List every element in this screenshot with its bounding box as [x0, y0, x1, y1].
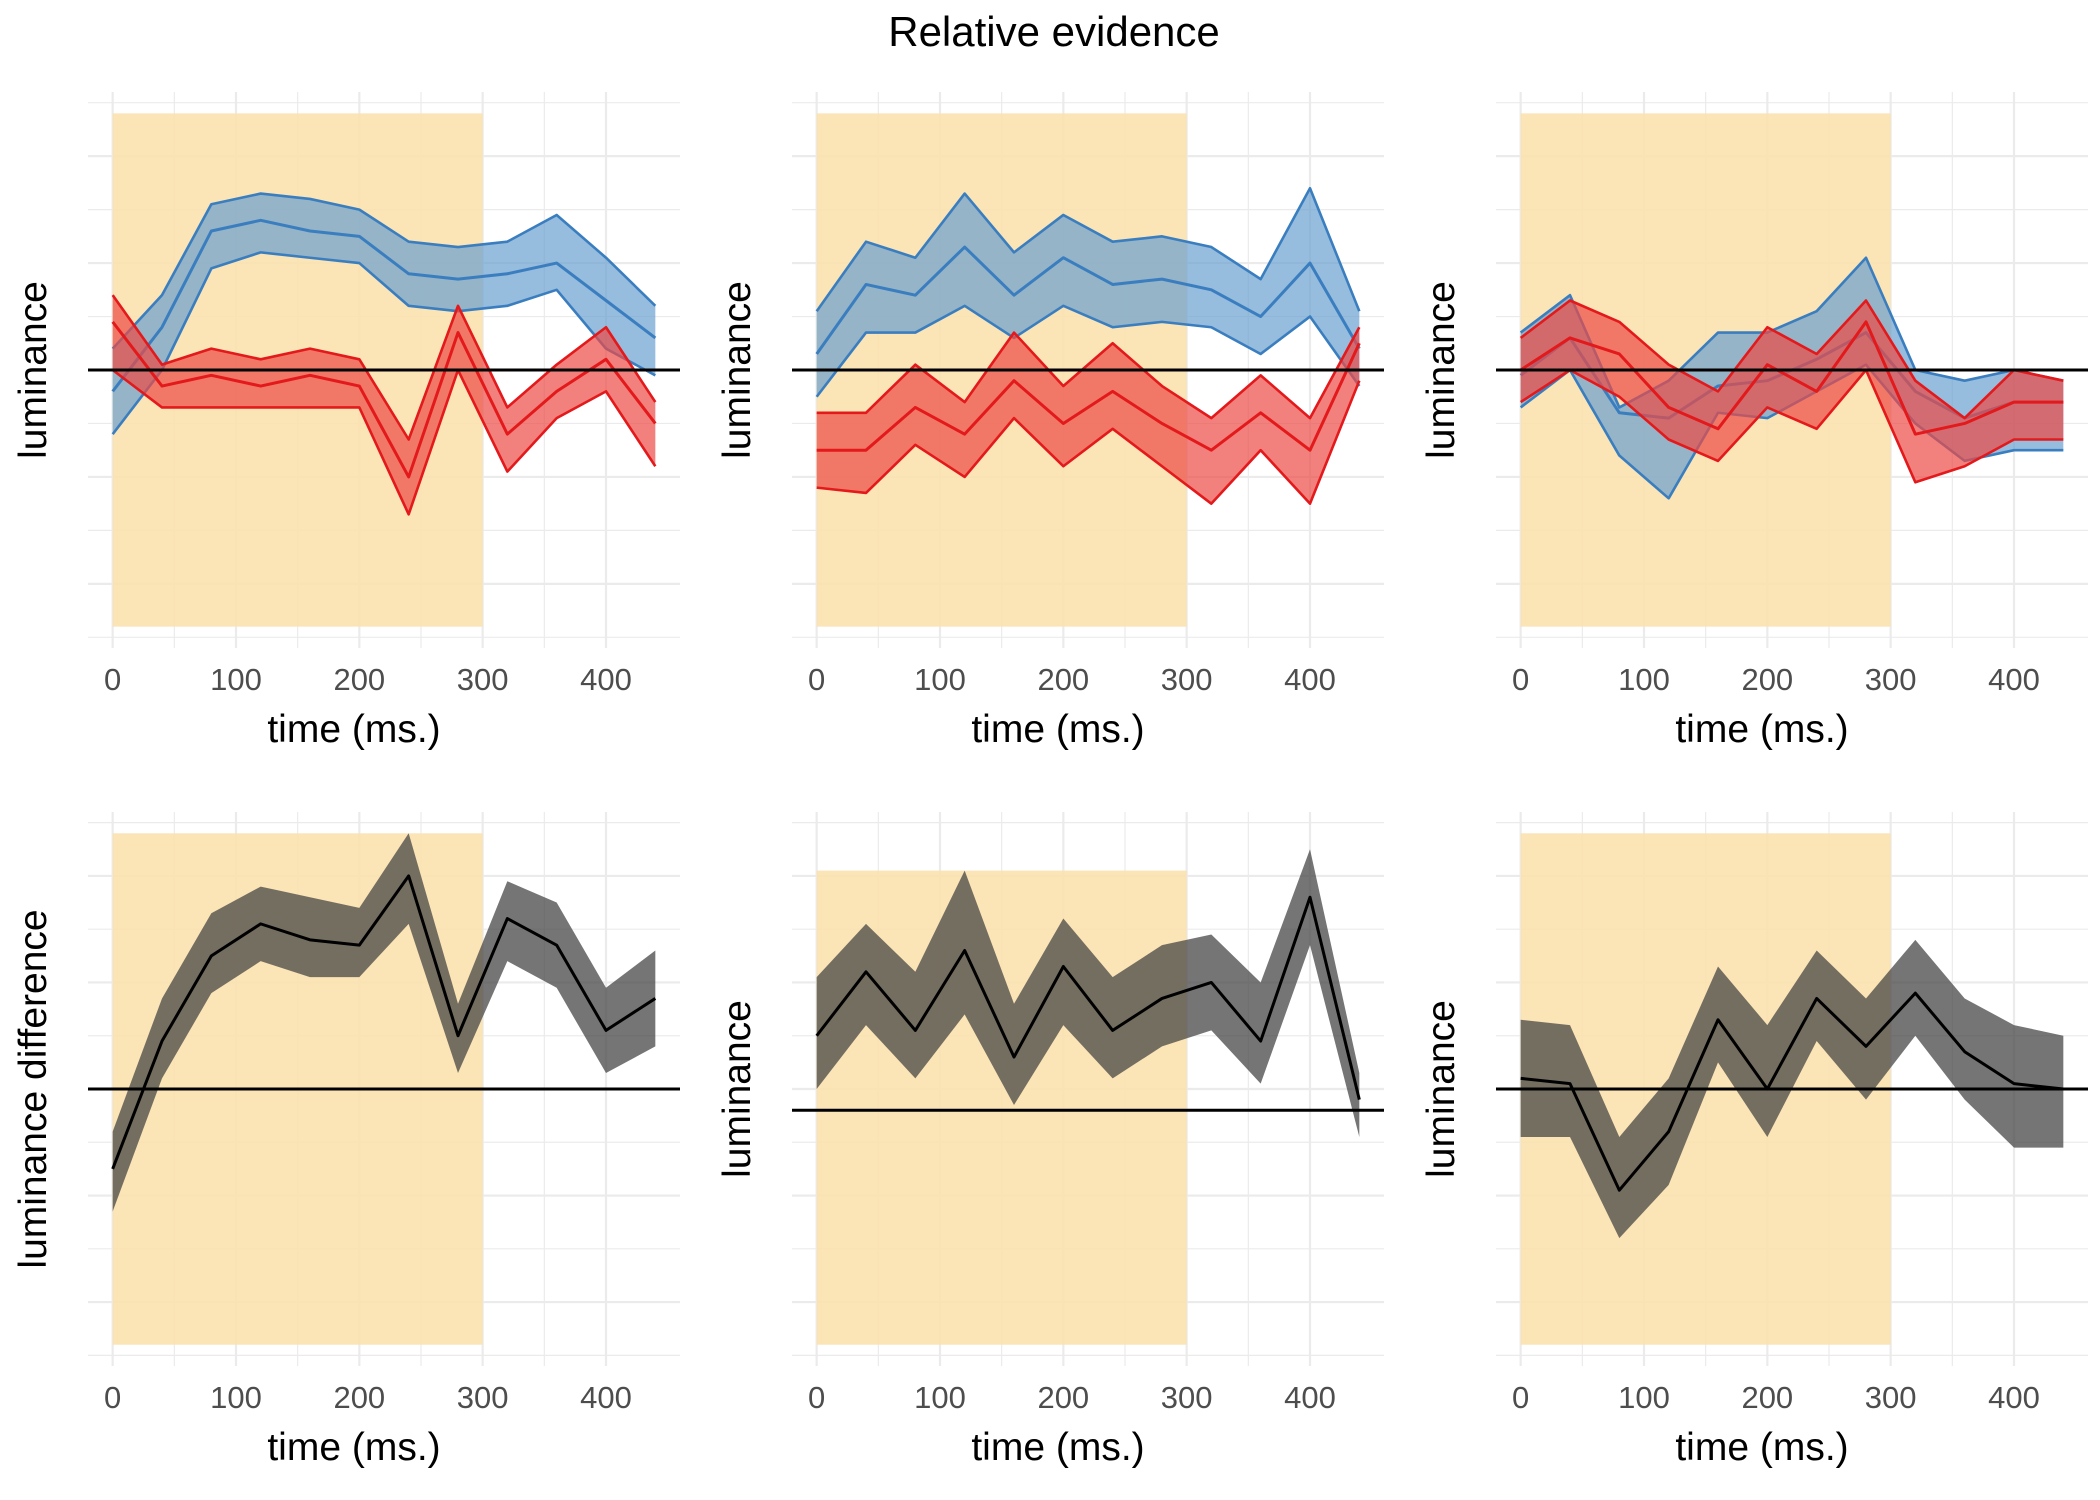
ribbon-upper-red — [1519, 299, 2064, 420]
x-tick-label: 300 — [1161, 1380, 1213, 1415]
x-tick-label: 100 — [1618, 1380, 1670, 1415]
x-tick-label: 200 — [1741, 662, 1793, 697]
x-axis-title: time (ms.) — [971, 1426, 1144, 1469]
x-tick-label: 0 — [808, 1380, 825, 1415]
x-tick-label: 100 — [914, 1380, 966, 1415]
panel-top-middle: 0 100 200 300 400 time (ms.) luminance — [716, 92, 1384, 751]
x-tick-label: 100 — [914, 662, 966, 697]
ribbon-red — [1520, 300, 2064, 483]
x-tick-label: 400 — [580, 662, 632, 697]
x-axis-title: time (ms.) — [267, 708, 440, 751]
x-tick-label: 300 — [457, 662, 509, 697]
x-tick-label: 200 — [1037, 662, 1089, 697]
x-axis-title: time (ms.) — [267, 1426, 440, 1469]
ribbon-lower-blue — [111, 251, 656, 435]
x-axis-title: time (ms.) — [1675, 1426, 1848, 1469]
ribbon-red — [112, 295, 656, 515]
x-tick-label: 200 — [333, 1380, 385, 1415]
panel-bottom-middle: 0 100 200 300 400 time (ms.) luminance — [716, 812, 1384, 1469]
mean-line-red — [1519, 320, 2064, 436]
ribbon-lower-red — [816, 380, 1361, 505]
ribbon-upper-red — [816, 326, 1361, 420]
x-tick-label: 0 — [1512, 1380, 1529, 1415]
figure-title: Relative evidence — [888, 8, 1220, 55]
x-tick-label: 0 — [808, 662, 825, 697]
panel-top-right: 0 100 200 300 400 time (ms.) luminance — [1420, 92, 2088, 751]
series-red — [111, 294, 657, 516]
panel-bottom-left: 0 100 200 300 400 time (ms.) luminance differe… — [12, 812, 680, 1469]
mean-line-black — [815, 895, 1361, 1101]
ribbon-black — [816, 849, 1360, 1137]
x-tick-label: 200 — [1037, 1380, 1089, 1415]
x-tick-label: 400 — [1284, 662, 1336, 697]
x-tick-label: 300 — [1865, 662, 1917, 697]
panels: 0 100 200 300 400 time (ms.) luminance 0 100 200 3… — [12, 92, 2088, 1469]
x-tick-label: 400 — [1284, 1380, 1336, 1415]
ribbon-lower-red — [1519, 368, 2064, 484]
panel-top-left: 0 100 200 300 400 time (ms.) luminance — [12, 92, 680, 751]
series-black — [815, 849, 1361, 1137]
ribbon-upper-blue — [111, 192, 657, 350]
panel-bottom-right: 0 100 200 300 400 time (ms.) luminance — [1420, 812, 2088, 1469]
x-tick-label: 0 — [1512, 662, 1529, 697]
x-tick-label: 100 — [210, 662, 262, 697]
x-tick-label: 400 — [1988, 1380, 2040, 1415]
mean-line-blue — [815, 245, 1361, 355]
mean-line-red — [816, 342, 1361, 452]
y-axis-title: luminance — [1420, 281, 1463, 459]
ribbon-blue — [816, 188, 1360, 397]
x-tick-label: 100 — [210, 1380, 262, 1415]
ribbon-black — [112, 833, 656, 1212]
x-tick-label: 200 — [1741, 1380, 1793, 1415]
x-tick-label: 100 — [1618, 662, 1670, 697]
x-tick-label: 200 — [333, 662, 385, 697]
y-axis-title: luminance — [716, 281, 759, 459]
y-axis-title: luminance difference — [12, 909, 55, 1268]
mean-line-blue — [111, 218, 657, 393]
x-axis-title: time (ms.) — [1675, 708, 1848, 751]
series-red — [1519, 299, 2064, 484]
x-tick-label: 400 — [580, 1380, 632, 1415]
x-tick-label: 300 — [1161, 662, 1213, 697]
y-axis-title: luminance — [12, 281, 55, 459]
ribbon-red — [816, 327, 1360, 504]
series-blue — [111, 192, 657, 435]
x-tick-label: 400 — [1988, 662, 2040, 697]
series-blue — [815, 186, 1361, 398]
ribbon-upper-blue — [815, 186, 1361, 312]
y-axis-title: luminance — [1420, 1000, 1463, 1178]
x-tick-label: 300 — [457, 1380, 509, 1415]
mean-line-red — [111, 320, 657, 479]
ribbon-lower-blue — [815, 304, 1361, 398]
series-black — [111, 833, 657, 1212]
ribbon-upper-red — [111, 294, 657, 441]
x-axis-title: time (ms.) — [971, 708, 1144, 751]
x-tick-label: 0 — [104, 1380, 121, 1415]
ribbon-blue — [112, 193, 656, 435]
mean-line-black — [1520, 991, 2064, 1192]
x-tick-label: 0 — [104, 662, 121, 697]
ribbon-lower-red — [111, 368, 657, 516]
series-red — [816, 326, 1361, 505]
mean-line-black — [111, 874, 657, 1170]
y-axis-title: luminance — [716, 1000, 759, 1178]
x-tick-label: 300 — [1865, 1380, 1917, 1415]
